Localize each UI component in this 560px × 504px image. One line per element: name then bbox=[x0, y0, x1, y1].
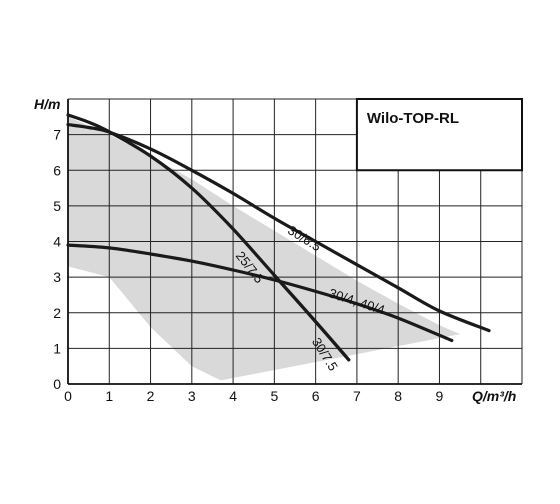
y-axis-label: H/m bbox=[34, 96, 60, 112]
title-box bbox=[355, 98, 523, 172]
x-tick-label: 9 bbox=[436, 388, 444, 404]
curve-30-7-5 bbox=[272, 273, 351, 362]
y-tick-label: 5 bbox=[53, 198, 61, 214]
x-tick-label: 1 bbox=[105, 388, 113, 404]
chart-title: Wilo-TOP-RL bbox=[367, 110, 459, 127]
x-tick-label: 4 bbox=[229, 388, 237, 404]
y-tick-label: 0 bbox=[53, 376, 61, 392]
y-tick-label: 6 bbox=[53, 162, 61, 178]
title-box-group: Wilo-TOP-RL bbox=[355, 98, 523, 172]
curve-layer bbox=[66, 113, 491, 362]
x-tick-label: 8 bbox=[394, 388, 402, 404]
x-tick-label: 7 bbox=[353, 388, 361, 404]
x-tick-label: 6 bbox=[312, 388, 320, 404]
y-tick-label: 7 bbox=[53, 127, 61, 143]
x-axis-label: Q/m³/h bbox=[472, 388, 516, 404]
x-tick-label: 2 bbox=[147, 388, 155, 404]
y-tick-label: 4 bbox=[53, 234, 61, 250]
operating-area bbox=[68, 116, 461, 381]
operating-area-layer bbox=[68, 116, 461, 381]
x-tick-label: 0 bbox=[64, 388, 72, 404]
y-tick-label: 2 bbox=[53, 305, 61, 321]
y-tick-label: 1 bbox=[53, 340, 61, 356]
x-tick-label: 3 bbox=[188, 388, 196, 404]
curve-30-4-40-4 bbox=[66, 243, 454, 343]
x-tick-label: 5 bbox=[270, 388, 278, 404]
tick-label-layer: 0 1 2 3 4 5 6 7 8 9 0 1 2 3 4 5 6 7 bbox=[53, 127, 443, 404]
y-tick-label: 3 bbox=[53, 269, 61, 285]
